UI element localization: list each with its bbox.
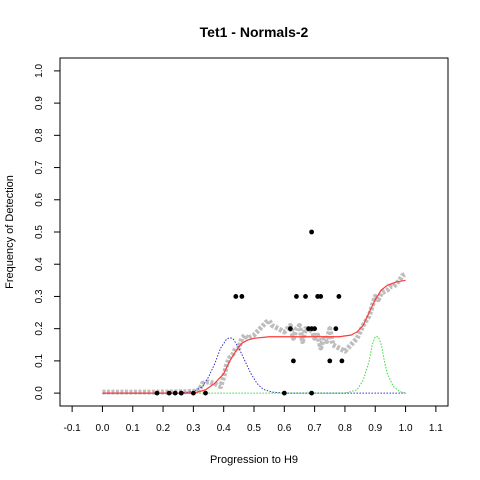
data-point [309, 229, 314, 235]
y-tick-label: 0.1 [34, 354, 45, 368]
data-point [154, 390, 160, 396]
x-tick-label: 0.1 [126, 423, 140, 434]
y-tick-label: 0.3 [34, 289, 45, 303]
data-point [203, 390, 208, 396]
data-point [318, 294, 324, 299]
series-layer [102, 229, 407, 396]
x-tick-label: 0.8 [338, 423, 352, 434]
y-tick-label: 0.7 [34, 160, 45, 174]
running-mean-line [102, 271, 407, 395]
x-tick-label: 0.0 [95, 423, 109, 434]
data-point [312, 326, 318, 332]
y-axis-title: Frequency of Detection [4, 175, 16, 289]
y-tick-label: 1.0 [34, 64, 45, 78]
chart-title: Tet1 - Normals-2 [200, 24, 309, 40]
x-tick-label: 1.0 [399, 423, 413, 434]
y-tick-label: 0.0 [34, 386, 45, 400]
data-point [166, 390, 172, 396]
y-tick-label: 0.4 [34, 257, 45, 271]
density-curve-2 [193, 336, 406, 394]
data-point [178, 390, 184, 396]
data-point [190, 390, 196, 396]
plot-frame [59, 57, 449, 407]
data-point [233, 294, 239, 299]
y-axis: 0.0 0.1 0.2 0.3 0.4 0.5 0.6 0.7 0.8 0.9 1.0 [34, 64, 60, 400]
data-point [294, 294, 299, 299]
y-tick-label: 0.2 [34, 321, 45, 335]
y-tick-label: 0.8 [34, 128, 45, 142]
x-tick-label: 0.4 [217, 423, 231, 434]
x-tick-label: 1.1 [429, 423, 443, 434]
x-tick-label: 0.2 [156, 423, 170, 434]
x-tick-label: 0.5 [247, 423, 261, 434]
data-point [291, 358, 296, 364]
data-point [309, 390, 314, 396]
data-point [333, 326, 339, 332]
x-tick-label: -0.1 [64, 423, 82, 434]
y-tick-label: 0.9 [34, 96, 45, 110]
x-tick-label: 0.7 [308, 423, 322, 434]
x-axis-title: Progression to H9 [210, 454, 298, 466]
y-tick-label: 0.6 [34, 192, 45, 206]
x-tick-label: 0.3 [186, 423, 200, 434]
x-tick-label: 0.9 [368, 423, 382, 434]
data-point [303, 294, 308, 299]
y-tick-label: 0.5 [34, 225, 45, 239]
data-point [336, 294, 342, 299]
fit-line [102, 279, 406, 394]
x-axis: -0.1 0.0 0.1 0.2 0.3 0.4 0.5 0.6 0.7 0.8 0.9 1.0 1.1 [64, 406, 443, 434]
data-point [339, 358, 345, 364]
data-point [287, 326, 293, 332]
data-point [172, 390, 178, 396]
data-point [281, 390, 287, 396]
x-tick-label: 0.6 [277, 423, 291, 434]
data-point [239, 294, 245, 299]
density-curve-1 [102, 337, 406, 394]
data-point [327, 358, 333, 364]
